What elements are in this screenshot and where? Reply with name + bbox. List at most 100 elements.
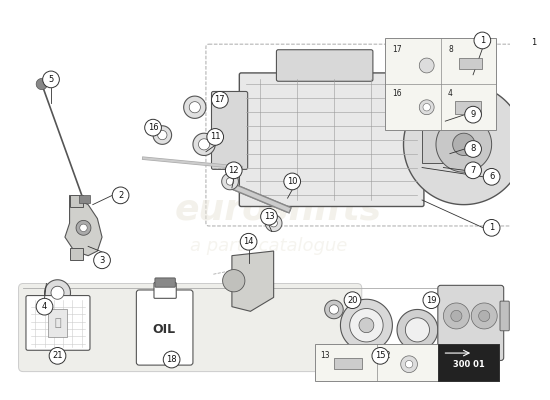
Polygon shape [478,310,490,322]
Circle shape [548,32,550,49]
Circle shape [36,298,53,315]
Polygon shape [48,310,67,337]
Circle shape [145,119,161,136]
Circle shape [284,173,300,190]
Bar [459,58,482,69]
Text: 6: 6 [489,172,494,181]
Circle shape [483,220,500,236]
Circle shape [372,348,389,364]
Circle shape [112,187,129,204]
Polygon shape [69,248,84,260]
Circle shape [423,292,439,308]
FancyBboxPatch shape [277,50,373,81]
Polygon shape [65,195,102,256]
Text: 2: 2 [118,191,123,200]
Polygon shape [199,139,210,150]
Polygon shape [423,104,431,111]
Circle shape [465,162,481,179]
Circle shape [483,168,500,185]
Text: 20: 20 [347,296,358,305]
Text: 12: 12 [228,166,239,175]
Text: 18: 18 [166,355,177,364]
FancyBboxPatch shape [155,278,175,287]
Polygon shape [270,220,277,227]
Text: 17: 17 [392,45,402,54]
Polygon shape [436,116,492,172]
Polygon shape [401,356,417,372]
Polygon shape [51,286,64,299]
Text: 17: 17 [214,95,225,104]
Bar [438,344,499,381]
Bar [334,358,362,369]
Polygon shape [153,126,172,144]
FancyBboxPatch shape [26,296,90,350]
Circle shape [226,162,242,179]
Text: 13: 13 [320,351,329,360]
Circle shape [525,34,542,51]
Polygon shape [36,78,47,90]
FancyBboxPatch shape [518,131,549,157]
Text: 15: 15 [375,351,386,360]
Polygon shape [324,300,343,319]
Bar [79,195,90,203]
Circle shape [163,351,180,368]
Circle shape [261,208,277,225]
Polygon shape [222,173,238,190]
FancyBboxPatch shape [136,290,193,365]
Polygon shape [193,133,215,156]
Polygon shape [76,220,91,235]
Circle shape [49,348,66,364]
Bar [385,38,496,130]
FancyBboxPatch shape [239,73,424,206]
Text: 14: 14 [243,237,254,246]
Text: 1: 1 [480,36,485,45]
Text: 21: 21 [52,351,63,360]
FancyBboxPatch shape [154,282,176,298]
Polygon shape [227,178,234,185]
Circle shape [94,252,111,269]
Polygon shape [184,96,206,118]
Polygon shape [419,100,434,115]
FancyBboxPatch shape [438,285,504,360]
Polygon shape [189,102,200,113]
Polygon shape [404,84,524,205]
Text: 8: 8 [448,45,453,54]
Text: 10: 10 [287,177,298,186]
Text: 16: 16 [392,89,402,98]
Text: 7: 7 [470,166,476,175]
Bar [315,344,499,381]
Text: 4: 4 [448,89,453,98]
Circle shape [43,71,59,88]
Bar [454,101,481,114]
Text: 11: 11 [210,132,221,142]
Text: euroshifts: euroshifts [175,192,382,226]
Polygon shape [223,270,245,292]
Text: 300 01: 300 01 [453,360,485,369]
Polygon shape [359,318,374,333]
Circle shape [207,128,223,145]
Text: 12: 12 [381,351,390,360]
Text: 1: 1 [489,223,494,232]
Polygon shape [69,195,84,208]
Polygon shape [397,310,438,350]
Circle shape [465,106,481,123]
Polygon shape [350,308,383,342]
Polygon shape [80,224,87,232]
Text: OIL: OIL [153,323,176,336]
Circle shape [474,32,491,49]
Text: 5: 5 [48,75,54,84]
Text: a parts catalogue: a parts catalogue [190,237,348,255]
Polygon shape [158,130,167,140]
Polygon shape [451,310,462,322]
Polygon shape [45,280,70,306]
Circle shape [465,141,481,157]
Text: ⛨: ⛨ [54,318,61,328]
Polygon shape [443,303,469,329]
Text: 3: 3 [100,256,104,265]
FancyBboxPatch shape [19,284,362,372]
Polygon shape [405,360,413,368]
Polygon shape [265,215,282,232]
Text: 16: 16 [148,123,158,132]
Text: 13: 13 [263,212,274,221]
Polygon shape [232,251,274,311]
